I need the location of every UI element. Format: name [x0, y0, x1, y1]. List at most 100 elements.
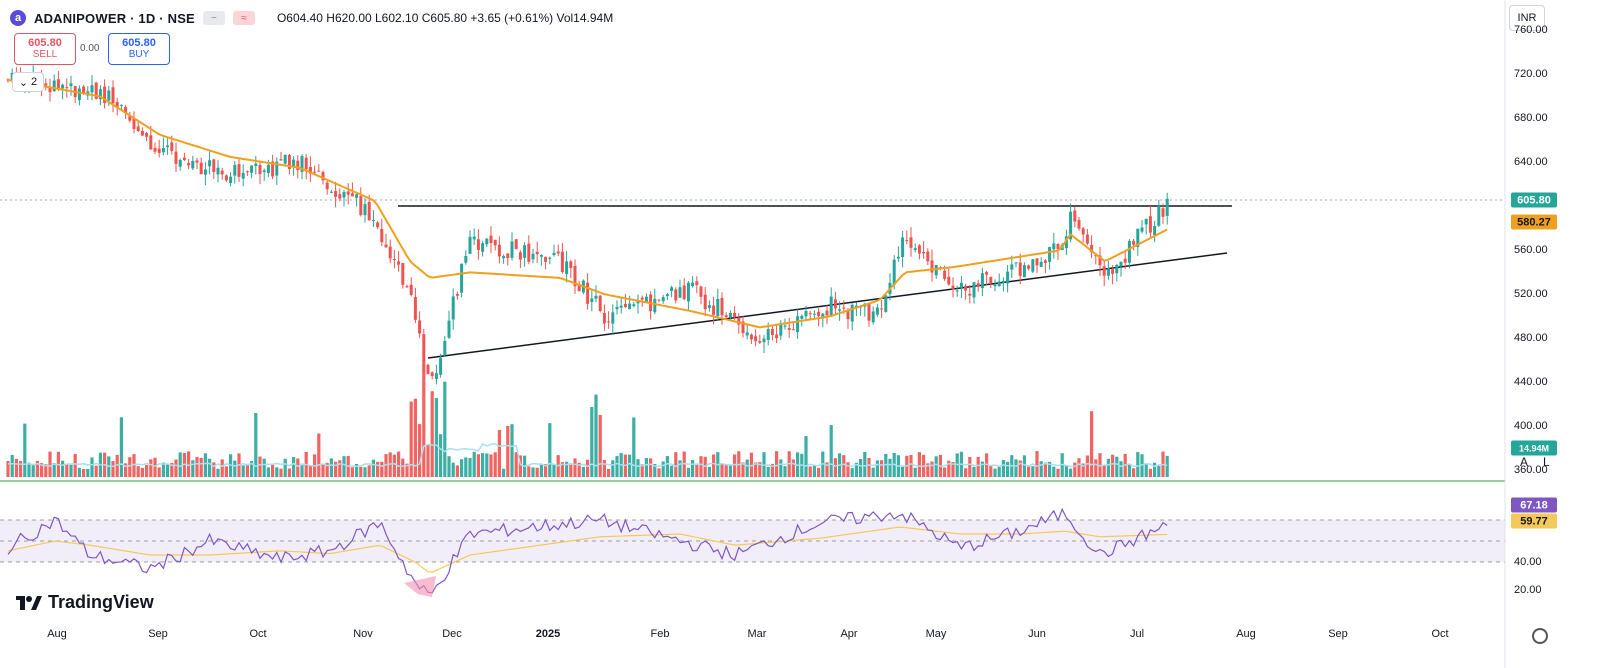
- volume-bar: [422, 363, 426, 477]
- volume-bar: [1052, 466, 1056, 477]
- volume-bar: [384, 454, 388, 477]
- volume-bar: [86, 468, 90, 477]
- candle-body: [770, 328, 774, 336]
- symbol-title[interactable]: ADANIPOWER · 1D · NSE: [34, 10, 195, 26]
- volume-bar: [321, 464, 325, 477]
- candle-body: [1132, 240, 1136, 245]
- candle-body: [103, 86, 107, 104]
- volume-bar: [930, 461, 934, 477]
- volume-bar: [745, 459, 749, 477]
- candle-body: [119, 104, 123, 106]
- candle-body: [1018, 262, 1022, 276]
- candle-body: [623, 303, 627, 308]
- time-tick-label: Mar: [747, 628, 767, 640]
- candle-body: [875, 307, 879, 315]
- volume-bar: [455, 465, 459, 477]
- volume-bar: [439, 434, 443, 477]
- candle-body: [443, 340, 447, 355]
- volume-bar: [468, 458, 472, 477]
- volume-bar: [804, 436, 808, 477]
- candle-body: [917, 245, 921, 254]
- candle-body: [1161, 208, 1165, 217]
- candle-body: [359, 196, 363, 215]
- volume-bar: [1048, 461, 1052, 477]
- candle-body: [388, 246, 392, 259]
- volume-bar: [376, 461, 380, 477]
- candle-body: [527, 243, 531, 262]
- volume-bar: [359, 466, 363, 477]
- time-tick-label: 2025: [535, 628, 561, 640]
- volume-bar: [161, 462, 165, 477]
- volume-bar: [283, 458, 287, 477]
- volume-bar: [355, 463, 359, 477]
- volume-bar: [884, 453, 888, 477]
- volume-bar: [1136, 452, 1140, 477]
- volume-bar: [1165, 455, 1169, 477]
- volume-bar: [1090, 411, 1094, 477]
- candle-body: [985, 271, 989, 275]
- volume-bar: [850, 468, 854, 477]
- volume-bar: [90, 457, 94, 477]
- volume-bar: [653, 463, 657, 477]
- volume-bar: [287, 468, 291, 477]
- minus-icon[interactable]: −: [202, 11, 225, 25]
- volume-bar: [880, 460, 884, 477]
- volume-bar: [77, 467, 81, 477]
- candle-body: [56, 79, 60, 89]
- volume-bar: [707, 466, 711, 477]
- price-tick-label: 640.00: [1514, 156, 1548, 169]
- indicator-wave-icon[interactable]: ≈: [232, 11, 255, 25]
- candle-body: [132, 117, 136, 130]
- volume-bar: [833, 458, 837, 477]
- candle-body: [493, 239, 497, 246]
- candle-body: [1069, 211, 1073, 240]
- auto-scale-button[interactable]: A: [1520, 455, 1529, 469]
- candle-body: [922, 251, 926, 254]
- candle-body: [833, 299, 837, 309]
- candle-body: [355, 194, 359, 198]
- volume-bar: [1132, 468, 1136, 477]
- volume-bar: [875, 460, 879, 477]
- sell-button[interactable]: 605.80 SELL: [14, 33, 76, 65]
- currency-selector[interactable]: INR: [1509, 5, 1545, 31]
- candle-body: [964, 285, 968, 291]
- candle-body: [224, 175, 228, 181]
- candle-body: [376, 222, 380, 228]
- candle-body: [52, 80, 56, 92]
- candle-body: [90, 85, 94, 93]
- tradingview-icon: [16, 595, 42, 610]
- volume-bar: [472, 451, 476, 477]
- volume-bar: [334, 461, 338, 477]
- log-scale-button[interactable]: L: [1543, 455, 1550, 469]
- candle-body: [174, 151, 178, 164]
- volume-bar: [1056, 468, 1060, 477]
- ma-line: [7, 78, 1168, 329]
- candle-body: [749, 334, 753, 340]
- candle-body: [657, 299, 661, 301]
- candle-body: [804, 310, 808, 317]
- volume-bar: [124, 463, 128, 477]
- volume-bar: [976, 456, 980, 477]
- settings-icon[interactable]: [1532, 628, 1548, 644]
- candle-body: [728, 312, 732, 318]
- buy-button[interactable]: 605.80 BUY: [108, 33, 170, 65]
- volume-bar: [94, 465, 98, 477]
- candle-body: [334, 191, 338, 197]
- buy-label: BUY: [128, 49, 150, 60]
- volume-bar: [720, 463, 724, 477]
- volume-bar: [871, 467, 875, 477]
- candle-body: [686, 282, 690, 302]
- volume-bar: [728, 465, 732, 477]
- volume-bar: [258, 456, 262, 477]
- candle-body: [980, 273, 984, 289]
- volume-bar: [964, 468, 968, 477]
- candle-body: [615, 307, 619, 310]
- candle-body: [1014, 262, 1018, 264]
- collapse-indicators-button[interactable]: ⌄ 2: [12, 72, 44, 92]
- candle-body: [993, 284, 997, 287]
- volume-bar: [552, 464, 556, 477]
- volume-bar: [569, 464, 573, 477]
- volume-bar: [972, 466, 976, 477]
- candle-body: [61, 84, 65, 89]
